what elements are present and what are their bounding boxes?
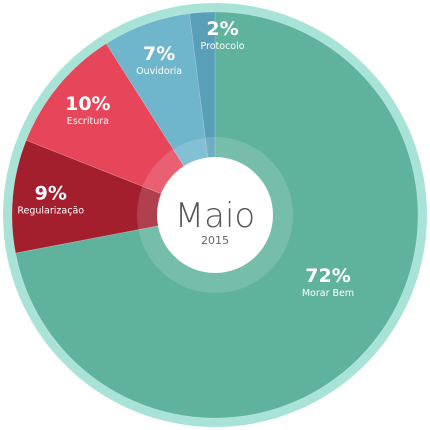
slice-label-regularizacao: Regularização xyxy=(17,205,84,216)
slice-label-morar-bem: Morar Bem xyxy=(302,288,354,299)
slice-labels: 72%Morar Bem 9%Regularização 10%Escritura 7… xyxy=(17,18,354,299)
slice-percent-ouvidoria: 7% xyxy=(143,43,175,65)
center-circle xyxy=(157,157,273,273)
slice-label-protocolo: Protocolo xyxy=(200,41,244,52)
slice-escritura xyxy=(25,43,216,216)
center-subtitle: 2015 xyxy=(201,234,229,247)
slice-percent-escritura: 10% xyxy=(65,93,110,115)
slice-percent-protocolo: 2% xyxy=(206,18,238,40)
slice-percent-morar-bem: 72% xyxy=(305,265,350,287)
slice-label-ouvidoria: Ouvidoria xyxy=(136,66,182,77)
center-title: Maio xyxy=(175,196,255,236)
slice-percent-regularizacao: 9% xyxy=(35,182,67,204)
slice-regularizacao xyxy=(11,139,217,254)
slice-label-escritura: Escritura xyxy=(67,116,109,127)
